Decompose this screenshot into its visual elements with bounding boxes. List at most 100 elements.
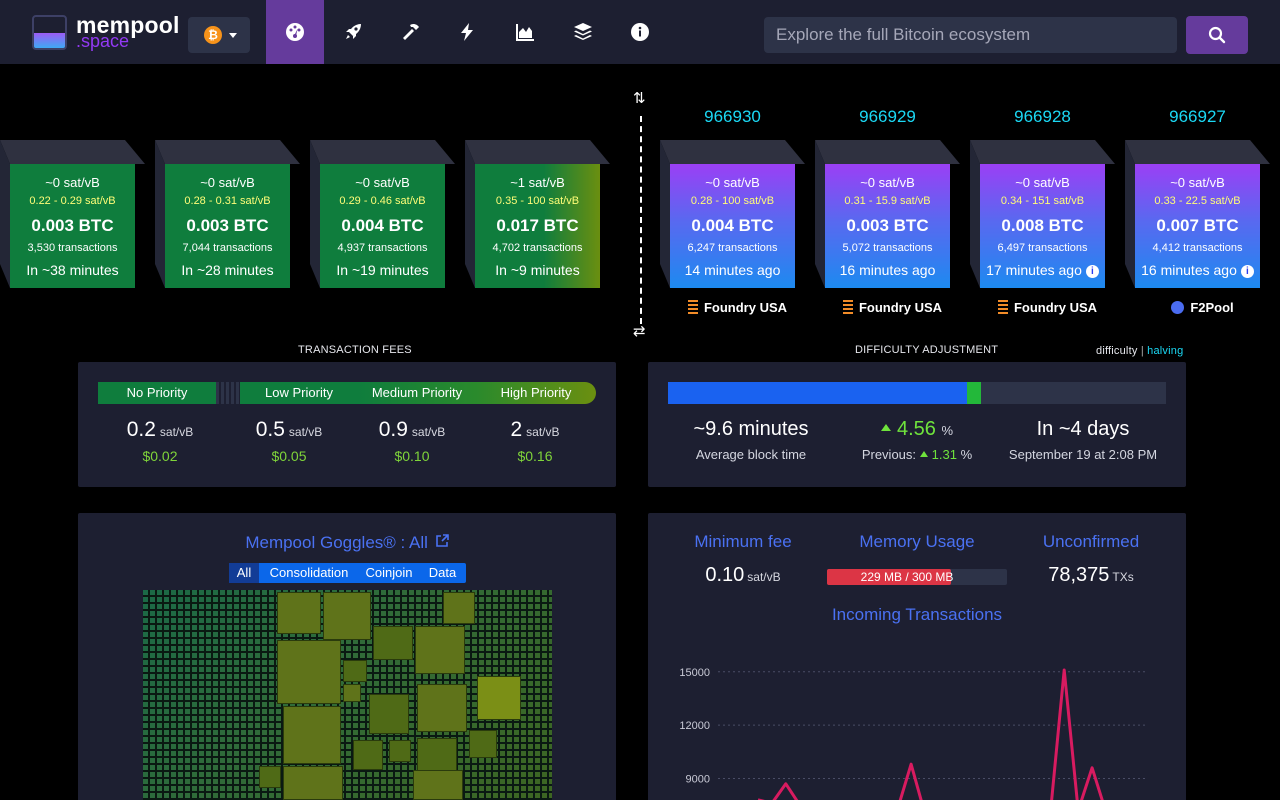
nav-lightning[interactable] bbox=[438, 0, 496, 64]
block-top-face bbox=[1125, 140, 1270, 164]
goggles-filter-tabs: All Consolidation Coinjoin Data bbox=[229, 563, 466, 583]
mining-pool[interactable]: F2Pool bbox=[1130, 300, 1275, 315]
block-height-link[interactable]: 966927 bbox=[1169, 107, 1226, 126]
block-top-face bbox=[310, 140, 455, 164]
block-top-face bbox=[155, 140, 300, 164]
min-fee-number: 0.10 bbox=[705, 564, 745, 586]
block-median-fee: ~0 sat/vB bbox=[1170, 175, 1225, 190]
y-tick-label: 9000 bbox=[686, 773, 710, 785]
blockchain-divider bbox=[640, 116, 642, 324]
treemap-tx bbox=[277, 592, 321, 634]
block-median-fee: ~0 sat/vB bbox=[45, 175, 100, 190]
nav-mining[interactable] bbox=[382, 0, 440, 64]
sort-arrows-icon[interactable]: ⇅ bbox=[633, 90, 646, 107]
difficulty-previous: Previous: 1.31 % bbox=[834, 447, 1000, 462]
info-icon bbox=[631, 23, 649, 41]
treemap-tx bbox=[277, 640, 341, 704]
logo-mark-icon bbox=[32, 15, 67, 50]
block-top-face bbox=[660, 140, 805, 164]
stats-card bbox=[648, 513, 1186, 800]
min-fee-value: 0.10 sat/vB bbox=[668, 564, 818, 587]
fee-rate-unit: sat/vB bbox=[159, 425, 194, 439]
block-side-face bbox=[1125, 140, 1135, 288]
treemap-tx bbox=[477, 676, 521, 720]
min-fee-label: Minimum fee bbox=[694, 532, 792, 551]
incoming-transactions-chart[interactable]: 15000 12000 9000 bbox=[648, 630, 1186, 800]
block-top-face bbox=[465, 140, 610, 164]
fee-priority-bar: No Priority Low Priority Medium Priority… bbox=[98, 382, 596, 404]
mining-pool[interactable]: Foundry USA bbox=[665, 300, 810, 315]
block-total-fees: 0.003 BTC bbox=[186, 216, 269, 235]
swap-arrows-icon[interactable]: ⇄ bbox=[633, 323, 646, 340]
block-median-fee: ~0 sat/vB bbox=[355, 175, 410, 190]
block-height-link[interactable]: 966930 bbox=[704, 107, 761, 126]
info-icon[interactable]: i bbox=[1240, 265, 1254, 278]
nav-accelerate[interactable] bbox=[324, 0, 382, 64]
mined-block[interactable]: ~0 sat/vB 0.34 - 151 sat/vB 0.008 BTC 6,497… bbox=[970, 140, 1115, 288]
toggle-halving[interactable]: halving bbox=[1147, 345, 1184, 357]
fee-usd-value: $0.02 bbox=[142, 448, 178, 464]
info-icon[interactable]: i bbox=[1085, 265, 1099, 278]
fee-usd-value: $0.10 bbox=[394, 448, 430, 464]
block-front-face: ~0 sat/vB 0.33 - 22.5 sat/vB 0.007 BTC 4,41… bbox=[1135, 164, 1260, 288]
treemap-tx bbox=[353, 740, 383, 770]
block-height-link[interactable]: 966929 bbox=[859, 107, 916, 126]
arrow-up-icon bbox=[880, 424, 891, 431]
block-total-fees: 0.003 BTC bbox=[846, 216, 929, 235]
chart-series-line bbox=[757, 668, 1104, 800]
goggles-tab-all[interactable]: All bbox=[229, 563, 259, 583]
mining-pool[interactable]: Foundry USA bbox=[820, 300, 965, 315]
mining-pool[interactable]: Foundry USA bbox=[975, 300, 1120, 315]
nav-blocks[interactable] bbox=[554, 0, 612, 64]
mined-block[interactable]: ~0 sat/vB 0.31 - 15.9 sat/vB 0.003 BTC 5,07… bbox=[815, 140, 960, 288]
search-input[interactable] bbox=[764, 17, 1177, 53]
fee-rate-number: 0.2 bbox=[126, 418, 156, 441]
search-button[interactable] bbox=[1186, 16, 1248, 54]
block-fee-range: 0.28 - 100 sat/vB bbox=[690, 195, 775, 207]
mempool-logo[interactable]: mempool .space bbox=[32, 12, 179, 52]
block-time-text: In ~9 minutes bbox=[495, 262, 580, 278]
difficulty-change: 4.56 % bbox=[834, 418, 1000, 441]
block-fee-range: 0.31 - 15.9 sat/vB bbox=[844, 195, 931, 207]
mempool-block[interactable]: ~1 sat/vB 0.35 - 100 sat/vB 0.017 BTC 4,702… bbox=[465, 140, 610, 288]
block-front-face: ~0 sat/vB 0.22 - 0.29 sat/vB 0.003 BTC 3,53… bbox=[10, 164, 135, 288]
y-tick-label: 12000 bbox=[679, 720, 710, 732]
goggles-tab-consolidation[interactable]: Consolidation bbox=[269, 565, 349, 580]
mined-block[interactable]: ~0 sat/vB 0.33 - 22.5 sat/vB 0.007 BTC 4,41… bbox=[1125, 140, 1270, 288]
toggle-difficulty[interactable]: difficulty bbox=[1096, 345, 1138, 357]
bitcoin-icon: ₿ bbox=[204, 26, 222, 44]
nav-about[interactable] bbox=[611, 0, 669, 64]
goggles-tab-data[interactable]: Data bbox=[428, 565, 457, 580]
external-link-icon bbox=[435, 534, 449, 547]
mempool-block[interactable]: ~0 sat/vB 0.29 - 0.46 sat/vB 0.004 BTC 4,93… bbox=[310, 140, 455, 288]
previous-value: 1.31 bbox=[931, 447, 957, 462]
difficulty-progress-fill bbox=[668, 382, 967, 404]
block-front-face: ~0 sat/vB 0.28 - 100 sat/vB 0.004 BTC 6,247… bbox=[670, 164, 795, 288]
nav-dashboard[interactable] bbox=[266, 0, 324, 64]
treemap-tx bbox=[283, 706, 341, 764]
goggles-title[interactable]: Mempool Goggles® : All bbox=[78, 533, 616, 553]
block-time-text: 17 minutes ago bbox=[986, 262, 1082, 278]
network-selector[interactable]: ₿ bbox=[188, 17, 250, 53]
memory-usage-text: 229 MB / 300 MB bbox=[860, 570, 954, 584]
mining-pool-name: Foundry USA bbox=[703, 300, 788, 315]
block-total-fees: 0.004 BTC bbox=[341, 216, 424, 235]
goggles-tab-coinjoin[interactable]: Coinjoin bbox=[365, 565, 413, 580]
block-side-face bbox=[155, 140, 165, 288]
mempool-block[interactable]: ~0 sat/vB 0.22 - 0.29 sat/vB 0.003 BTC 3,53… bbox=[0, 140, 145, 288]
memory-usage-bar: 229 MB / 300 MB bbox=[827, 569, 1007, 585]
fee-rate-value: 0.9 sat/vB bbox=[352, 418, 472, 442]
nav-graphs[interactable] bbox=[496, 0, 554, 64]
goggles-title-text: Mempool Goggles® : All bbox=[245, 533, 428, 552]
treemap-tx bbox=[259, 766, 281, 788]
unconfirmed-value: 78,375 TXs bbox=[1016, 564, 1166, 587]
block-front-face: ~0 sat/vB 0.34 - 151 sat/vB 0.008 BTC 6,497… bbox=[980, 164, 1105, 288]
mempool-treemap[interactable] bbox=[143, 590, 552, 800]
block-time-text: 16 minutes ago bbox=[1141, 262, 1237, 278]
block-median-fee: ~0 sat/vB bbox=[860, 175, 915, 190]
block-time: In ~19 minutes bbox=[320, 262, 445, 278]
mined-block[interactable]: ~0 sat/vB 0.28 - 100 sat/vB 0.004 BTC 6,247… bbox=[660, 140, 805, 288]
block-height-link[interactable]: 966928 bbox=[1014, 107, 1071, 126]
mempool-block[interactable]: ~0 sat/vB 0.28 - 0.31 sat/vB 0.003 BTC 7,04… bbox=[155, 140, 300, 288]
treemap-tx bbox=[343, 684, 361, 702]
